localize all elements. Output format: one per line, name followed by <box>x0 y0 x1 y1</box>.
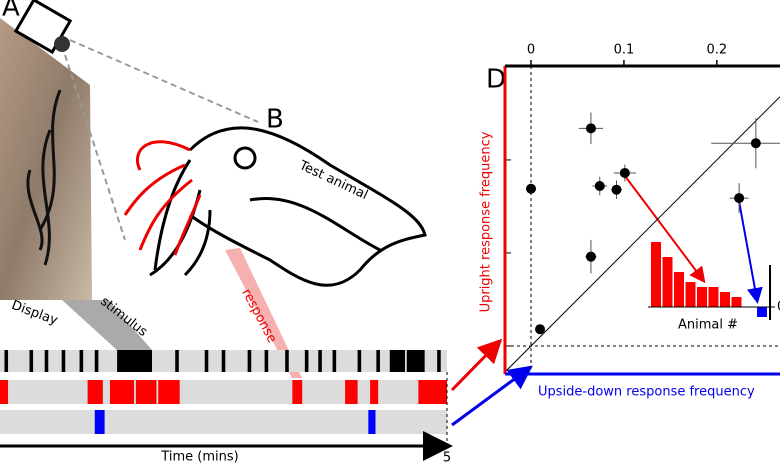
track <box>0 410 447 434</box>
x-axis-label: Upside-down response frequency <box>538 385 755 400</box>
event <box>376 350 380 372</box>
event <box>285 350 289 372</box>
point <box>594 180 605 191</box>
point <box>619 167 630 178</box>
point <box>734 193 745 204</box>
event <box>437 350 441 372</box>
y-tick-label: 0 <box>777 300 780 315</box>
event <box>79 350 84 372</box>
x-tick-label: 0.2 <box>706 43 727 58</box>
event <box>44 350 49 372</box>
bar <box>651 242 661 307</box>
arrow <box>450 338 503 392</box>
event <box>332 350 337 372</box>
bar <box>685 282 696 307</box>
event <box>221 350 226 372</box>
stimulus-drawing <box>26 89 62 266</box>
cuttlefish-arms <box>123 140 202 256</box>
event <box>370 380 379 404</box>
event <box>109 380 135 404</box>
event <box>87 380 103 404</box>
event <box>61 350 66 372</box>
bar <box>697 287 707 307</box>
event <box>318 350 322 372</box>
x-axis-label: Time (mins) <box>160 450 238 465</box>
point <box>535 324 546 335</box>
identity-line <box>504 96 780 373</box>
event <box>368 410 376 434</box>
event <box>175 350 179 372</box>
event <box>94 350 99 372</box>
view-line <box>64 54 126 241</box>
event <box>264 350 269 372</box>
arrow <box>624 175 706 284</box>
x-axis-label: Animal # <box>678 318 738 333</box>
event <box>117 350 152 372</box>
event <box>345 380 358 404</box>
bar <box>731 297 742 307</box>
cuttlefish <box>149 126 427 287</box>
event <box>204 350 209 372</box>
x-tick-label: 5 <box>443 451 451 466</box>
panel-label: D <box>486 65 506 95</box>
view-line <box>69 39 259 123</box>
stimulus-wedge <box>62 300 152 350</box>
point <box>526 183 537 194</box>
event <box>304 350 309 372</box>
bar <box>708 287 719 307</box>
event <box>389 350 405 372</box>
panel-label: B <box>266 105 284 135</box>
event <box>0 380 9 404</box>
bar <box>662 257 673 307</box>
event <box>357 350 362 372</box>
track <box>0 380 447 404</box>
point <box>611 184 622 195</box>
bar <box>720 292 730 307</box>
bar <box>674 272 684 307</box>
point <box>750 138 761 149</box>
panel-label: A <box>2 0 20 23</box>
event <box>292 380 303 404</box>
point <box>585 251 596 262</box>
event <box>135 380 157 404</box>
y-axis-label: Upright response frequency <box>479 131 494 312</box>
arrow <box>451 365 533 427</box>
event <box>406 350 425 372</box>
point <box>585 123 596 134</box>
camera <box>13 0 73 55</box>
event <box>418 380 447 404</box>
annotation: Display <box>9 298 59 329</box>
response-wedge <box>225 248 302 378</box>
bar <box>757 307 767 317</box>
event <box>4 350 9 372</box>
event <box>247 350 252 372</box>
display-photo <box>0 18 92 300</box>
arrow <box>738 200 763 304</box>
x-tick-label: 0.1 <box>614 43 635 58</box>
event <box>29 350 34 372</box>
event <box>158 380 180 404</box>
event <box>94 410 105 434</box>
x-tick-label: 0 <box>527 43 535 58</box>
